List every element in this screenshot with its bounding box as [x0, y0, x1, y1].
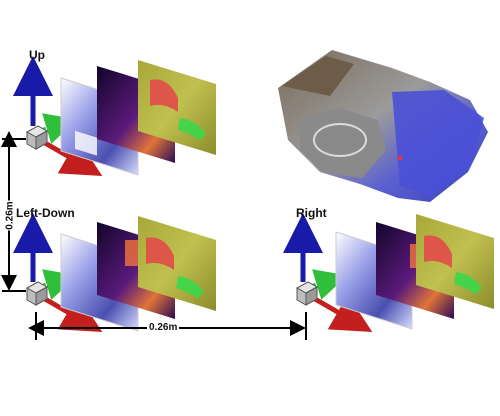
- forward-axis-arrow: [43, 294, 103, 332]
- side-axis-arrow: [311, 269, 348, 300]
- semantic-red-region: [146, 237, 174, 270]
- camera-rig-left-down: [13, 213, 103, 332]
- horizontal-distance-label: 0.26m: [147, 322, 180, 333]
- semantic-red-region: [150, 79, 178, 112]
- mesh-room-detail: [313, 123, 367, 157]
- mesh-blue-region: [392, 90, 484, 196]
- rgb-detail: [75, 130, 97, 156]
- semantic-red-region: [424, 235, 452, 268]
- label-right: Right: [296, 206, 327, 220]
- label-left-down: Left-Down: [16, 206, 75, 220]
- scene-3d-mesh: [278, 50, 488, 202]
- semantic-green-region: [454, 272, 482, 294]
- semantic-green-region: [178, 118, 206, 140]
- image-stack-right: [335, 214, 494, 330]
- mesh-wall-left: [282, 56, 354, 96]
- side-axis-arrow: [41, 269, 78, 300]
- cube-icon: [25, 125, 49, 150]
- image-stack-left-down: [60, 216, 216, 332]
- forward-axis-arrow: [313, 294, 373, 332]
- cube-icon: [25, 281, 49, 306]
- side-axis-arrow: [41, 113, 78, 144]
- camera-rig-right: [283, 213, 373, 332]
- semantic-green-region: [176, 276, 204, 298]
- mesh-room-floor: [300, 108, 386, 178]
- forward-axis-arrow: [43, 138, 103, 176]
- camera-position-marker: [397, 155, 403, 161]
- vertical-distance-label: 0.26m: [4, 200, 16, 231]
- image-stack-up: [60, 60, 216, 176]
- cube-icon: [295, 281, 319, 306]
- camera-rig-up: [13, 56, 103, 176]
- label-up: Up: [29, 48, 45, 62]
